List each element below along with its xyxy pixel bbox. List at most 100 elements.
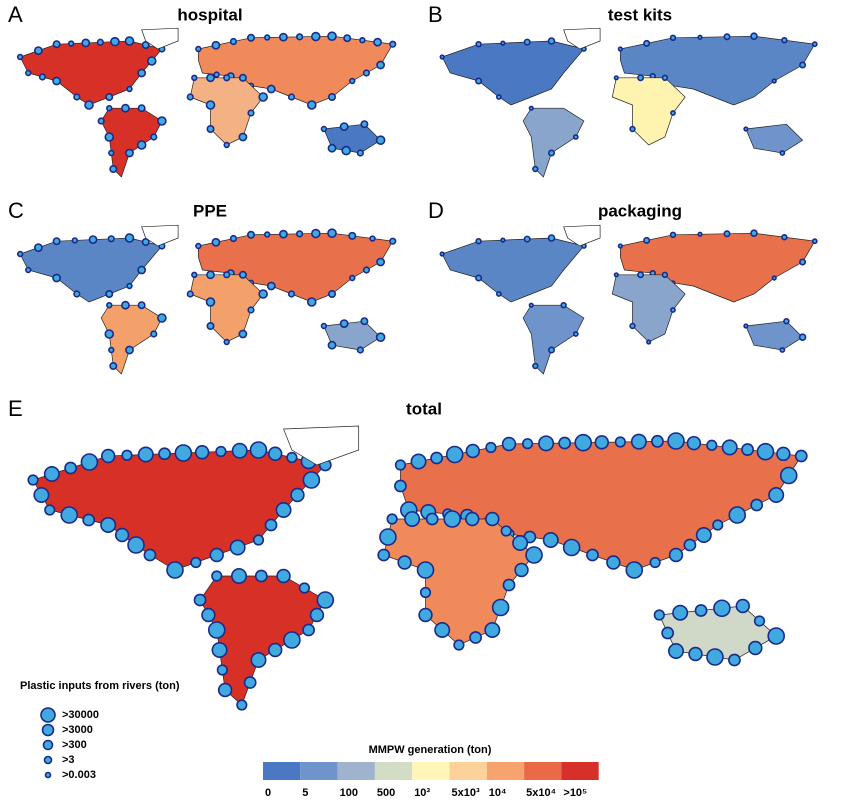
river-dot [723, 230, 731, 238]
legend-title: Plastic inputs from rivers (ton) [20, 680, 180, 692]
river-dot [465, 443, 481, 459]
river-dot [359, 36, 366, 44]
colorbar-label: 100 [340, 787, 358, 799]
river-dot [783, 318, 790, 325]
river-dot [475, 40, 482, 48]
river-dot [706, 648, 724, 666]
river-dot [125, 345, 134, 355]
river-dot [38, 73, 47, 81]
river-dot [309, 607, 325, 623]
landmass [563, 27, 601, 50]
river-dot [88, 235, 98, 244]
river-dot [223, 338, 230, 346]
river-dot [320, 322, 328, 330]
colorbar-cell [449, 762, 487, 780]
river-dot [779, 347, 786, 353]
river-dot [316, 591, 335, 609]
river-dot [394, 459, 407, 471]
river-dot [296, 33, 304, 41]
river-dot [430, 451, 444, 465]
river-dot [794, 449, 808, 463]
river-dot [572, 331, 579, 337]
river-dot [137, 301, 146, 310]
landmass [100, 107, 163, 178]
river-dot [560, 302, 567, 309]
colorbar-label: 5x10³ [452, 787, 480, 799]
colorbar-label: >10⁵ [563, 787, 587, 799]
river-dot [630, 433, 647, 450]
river-dot [247, 109, 255, 117]
river-dot [661, 626, 675, 640]
river-dot [206, 270, 215, 280]
river-dot [348, 231, 357, 240]
river-dot [445, 445, 464, 464]
river-dot [779, 150, 786, 156]
landmass [100, 304, 163, 375]
river-dot [121, 449, 133, 461]
river-dot [283, 631, 301, 649]
river-dot [798, 333, 807, 342]
river-dot [223, 271, 231, 279]
river-dot [141, 238, 150, 247]
river-dot [375, 135, 386, 145]
river-dot [643, 236, 651, 244]
river-dot [728, 506, 747, 524]
map [16, 224, 397, 375]
river-dot [651, 434, 664, 448]
river-dot [157, 313, 167, 323]
river-dot [104, 132, 115, 142]
river-dot [532, 362, 539, 370]
river-dot [706, 439, 718, 451]
river-dot [52, 76, 61, 86]
river-dot [521, 438, 534, 450]
river-dot [287, 93, 296, 101]
river-dot [369, 235, 376, 242]
river-dot [302, 471, 321, 489]
river-dot [643, 39, 651, 47]
river-dot [320, 125, 328, 133]
landmass [522, 304, 585, 375]
river-dot [206, 125, 215, 134]
river-dot [547, 149, 555, 157]
river-dot [514, 562, 529, 578]
river-dot [721, 439, 738, 456]
river-dot [302, 623, 315, 637]
river-dot [811, 238, 818, 245]
colorbar-cell [561, 762, 599, 780]
river-dot [33, 243, 43, 252]
river-dot [646, 339, 652, 345]
river-dot [82, 513, 96, 527]
river-dot [668, 547, 684, 563]
river-dot [229, 37, 238, 46]
river-dot [97, 117, 105, 125]
river-dot [231, 567, 248, 584]
landmass [611, 274, 686, 343]
colorbar-title: MMPW generation (ton) [369, 744, 492, 756]
river-dot [327, 93, 336, 102]
river-dot [512, 534, 529, 551]
legend-label: >0.003 [62, 769, 96, 781]
legend-dot [44, 771, 52, 779]
river-dot [349, 274, 356, 282]
river-dot [150, 133, 158, 141]
river-dot [528, 105, 534, 111]
river-dot [528, 302, 534, 308]
river-dot [81, 38, 91, 48]
river-dot [186, 93, 194, 101]
river-dot [771, 275, 777, 281]
river-dot [653, 609, 665, 621]
river-dot [264, 518, 278, 532]
river-dot [25, 69, 32, 77]
river-dot [236, 699, 248, 711]
legend-label: >30000 [62, 709, 99, 721]
river-dot [213, 71, 220, 78]
river-dot [157, 116, 167, 126]
river-dot [136, 140, 147, 150]
legend-dot [42, 739, 54, 751]
river-dot [174, 444, 193, 462]
colorbar-cell [300, 762, 338, 780]
river-dot [327, 31, 337, 42]
river-dot [215, 445, 227, 458]
river-dot [33, 486, 50, 503]
river-dot [523, 38, 531, 46]
